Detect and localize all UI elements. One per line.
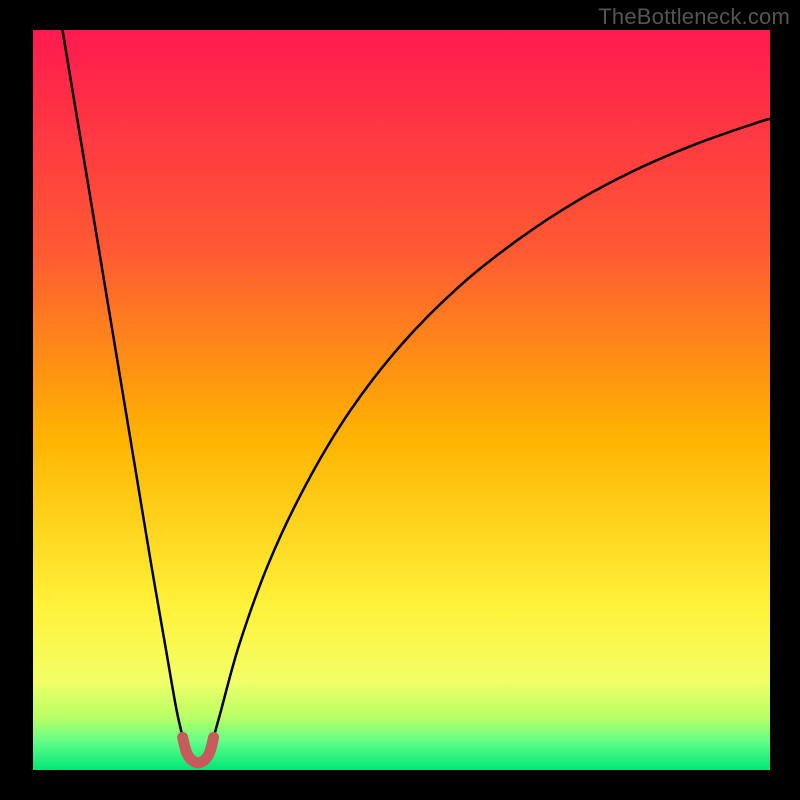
gradient-background xyxy=(33,30,770,770)
chart-svg xyxy=(33,30,770,770)
watermark-text: TheBottleneck.com xyxy=(598,4,790,30)
chart-area xyxy=(33,30,770,770)
